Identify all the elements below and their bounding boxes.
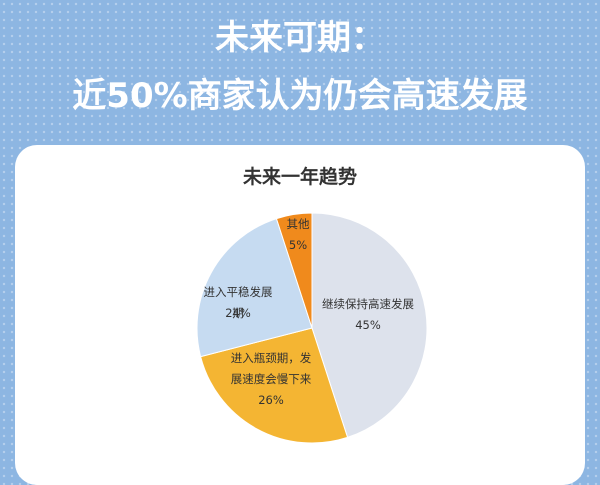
slice-value-label: 45% [355, 318, 381, 332]
pie-slice [200, 327, 349, 444]
slice-label: 继续保持高速发展 [322, 297, 414, 311]
page-subtitle: 近50%商家认为仍会高速发展 [72, 76, 528, 116]
slice-label: 其他 [286, 217, 310, 231]
page-title: 未来可期： [215, 18, 385, 58]
slice-value-label: 24% [225, 306, 251, 320]
pie-slice [275, 212, 313, 329]
slice-label: 进入平稳发展期 [203, 285, 273, 320]
chart-title: 未来一年趋势 [242, 166, 357, 188]
slice-label: 进入瓶颈期，发展速度会慢下来 [230, 351, 312, 386]
pie-slice [311, 212, 428, 439]
slice-value-label: 5% [288, 238, 308, 252]
chart [196, 212, 428, 444]
slice-value-label: 26% [258, 393, 284, 407]
pie-slice [196, 217, 313, 358]
